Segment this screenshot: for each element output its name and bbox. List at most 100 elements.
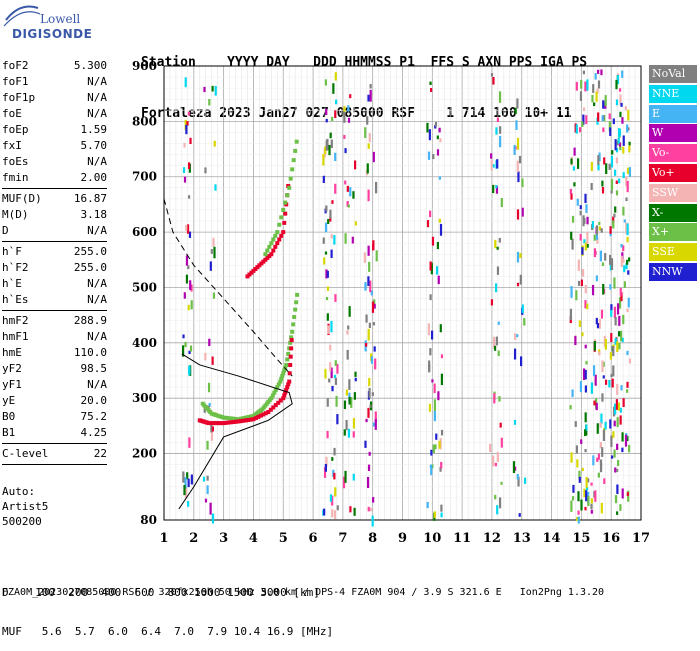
- x-tick-label: 6: [309, 531, 318, 546]
- noise-echo: [613, 306, 617, 319]
- param-value: N/A: [87, 293, 107, 306]
- noise-echo: [596, 423, 599, 434]
- noise-echo: [438, 176, 441, 180]
- noise-echo: [523, 477, 527, 484]
- echo-trace-point: [214, 421, 219, 426]
- noise-echo: [614, 139, 617, 151]
- echo-trace-point: [248, 414, 253, 419]
- noise-echo: [599, 463, 603, 473]
- noise-echo: [624, 106, 627, 111]
- noise-echo: [209, 502, 212, 515]
- param-row: hmF1 N/A: [0, 329, 113, 345]
- echo-trace-point: [234, 416, 239, 421]
- x-tick-label: 13: [513, 531, 531, 546]
- noise-echo: [185, 225, 188, 231]
- noise-echo: [597, 155, 600, 165]
- noise-echo: [204, 167, 207, 174]
- noise-echo: [499, 126, 502, 134]
- noise-echo: [183, 292, 186, 299]
- noise-echo: [617, 137, 620, 144]
- noise-echo: [577, 491, 580, 502]
- noise-echo: [625, 197, 628, 202]
- noise-echo: [590, 482, 593, 486]
- echo-trace-point: [229, 416, 234, 421]
- noise-echo: [585, 424, 588, 432]
- noise-echo: [610, 373, 613, 378]
- param-value: 16.87: [73, 192, 107, 205]
- noise-echo: [206, 475, 209, 481]
- noise-echo: [623, 281, 626, 288]
- noise-echo: [608, 113, 611, 120]
- noise-echo: [435, 433, 438, 440]
- noise-echo: [344, 233, 347, 244]
- noise-echo: [188, 231, 192, 238]
- echo-trace-point: [279, 233, 284, 238]
- noise-echo: [324, 222, 328, 233]
- noise-echo: [594, 374, 597, 386]
- noise-echo: [334, 152, 337, 161]
- noise-echo: [519, 253, 522, 259]
- noise-echo: [325, 297, 329, 301]
- noise-echo: [600, 69, 603, 76]
- noise-echo: [600, 309, 604, 319]
- noise-echo: [613, 213, 616, 218]
- noise-echo: [368, 451, 371, 456]
- echo-trace-point: [282, 368, 287, 373]
- echo-trace-point: [275, 230, 280, 235]
- x-tick-label: 3: [219, 531, 228, 546]
- noise-echo: [623, 219, 626, 223]
- noise-echo: [613, 403, 617, 415]
- noise-echo: [621, 117, 624, 124]
- echo-trace-point: [283, 211, 288, 216]
- noise-echo: [610, 455, 614, 459]
- noise-echo: [615, 399, 618, 410]
- noise-echo: [516, 282, 520, 287]
- noise-echo: [330, 234, 333, 239]
- param-row: hmE 110.0: [0, 345, 113, 361]
- param-row: h`Es N/A: [0, 292, 113, 308]
- noise-echo: [612, 346, 615, 357]
- noise-echo: [601, 187, 605, 194]
- echo-trace-point: [275, 385, 280, 390]
- noise-echo: [586, 232, 589, 244]
- noise-echo: [212, 237, 215, 247]
- logo-digisonde: DIGISONDE: [12, 27, 93, 41]
- param-value: 255.0: [73, 261, 107, 274]
- echo-trace-point: [236, 417, 241, 422]
- noise-echo: [344, 470, 347, 483]
- noise-echo: [185, 274, 189, 284]
- param-key: hmF2: [2, 314, 29, 327]
- noise-echo: [578, 470, 581, 479]
- noise-echo: [574, 335, 577, 346]
- echo-trace-point: [289, 346, 294, 351]
- noise-echo: [490, 159, 493, 171]
- noise-echo: [599, 422, 602, 428]
- echo-trace-point: [231, 416, 236, 421]
- noise-echo: [597, 163, 600, 171]
- noise-echo: [577, 510, 580, 515]
- noise-echo: [490, 299, 494, 306]
- noise-echo: [323, 508, 326, 516]
- noise-echo: [187, 162, 191, 170]
- noise-echo: [492, 184, 495, 194]
- echo-trace-point: [285, 357, 290, 362]
- noise-echo: [331, 509, 334, 518]
- noise-echo: [604, 421, 607, 430]
- param-value: N/A: [87, 155, 107, 168]
- noise-echo: [370, 356, 374, 364]
- noise-echo: [584, 429, 587, 437]
- noise-echo: [626, 180, 629, 193]
- noise-echo: [206, 485, 209, 495]
- noise-echo: [492, 455, 495, 467]
- echo-trace-point: [216, 421, 221, 426]
- echo-trace-point: [280, 374, 285, 379]
- distance-row: D 100 200 400 600 800 1000 1500 3000 [km…: [2, 586, 320, 599]
- noise-echo: [431, 379, 434, 383]
- noise-echo: [597, 453, 601, 460]
- echo-trace-point: [271, 248, 276, 253]
- noise-echo: [582, 114, 585, 125]
- noise-echo: [432, 154, 435, 160]
- noise-echo: [436, 135, 439, 140]
- echo-trace-point: [263, 411, 268, 416]
- noise-echo: [186, 224, 190, 234]
